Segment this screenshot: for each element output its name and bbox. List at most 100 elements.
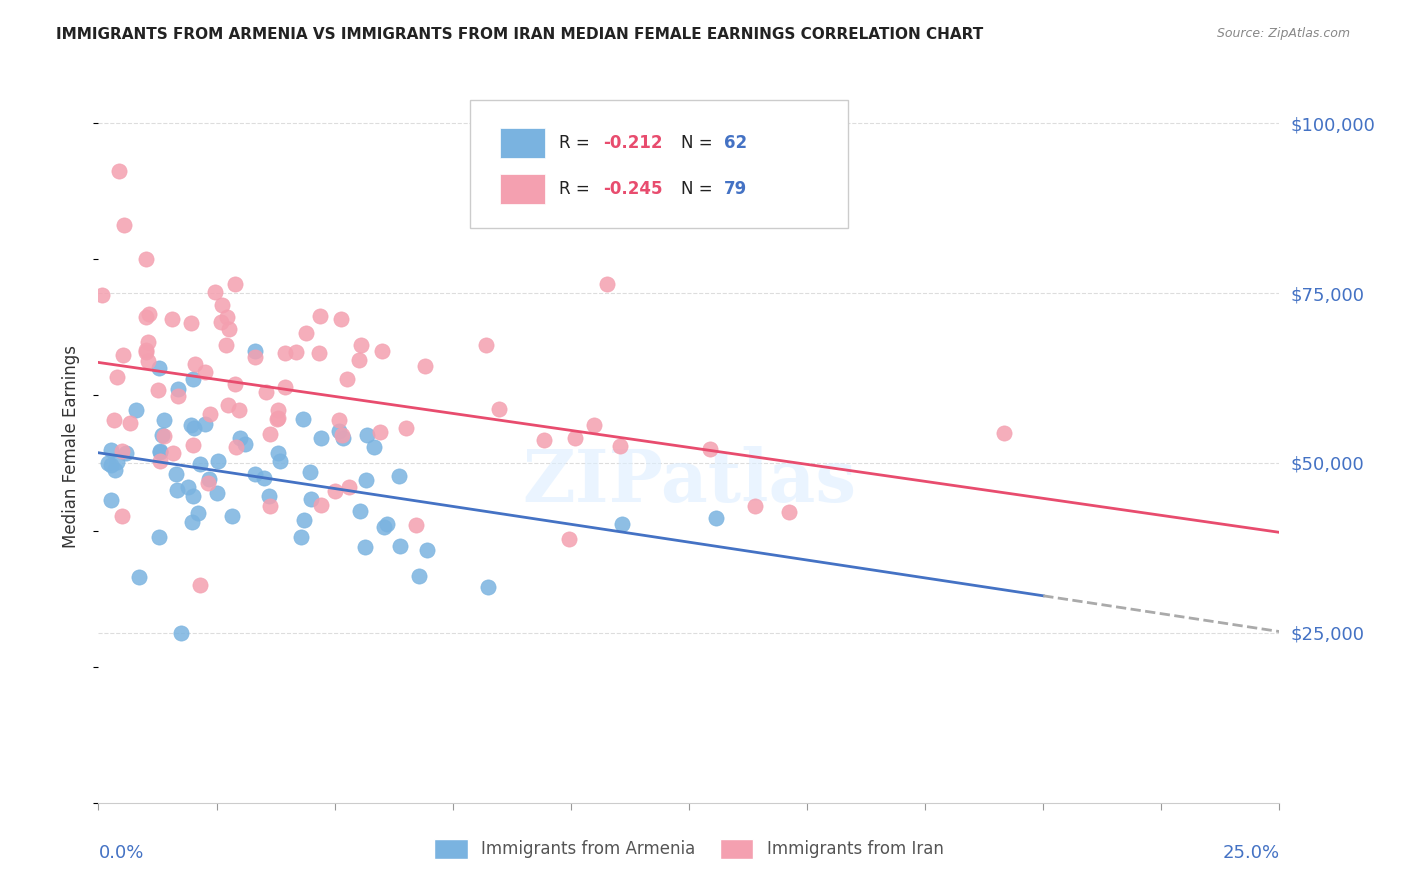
Point xyxy=(308,345,330,359)
Point xyxy=(243,350,266,364)
Point xyxy=(148,531,170,545)
Point xyxy=(183,420,205,434)
Point xyxy=(107,369,129,384)
Point xyxy=(328,413,350,427)
Point xyxy=(181,372,204,386)
Text: ZIPatlas: ZIPatlas xyxy=(522,446,856,517)
Bar xyxy=(501,128,546,158)
Point xyxy=(162,446,184,460)
Point xyxy=(198,472,221,486)
Point xyxy=(564,431,586,445)
Text: R =: R = xyxy=(560,180,595,198)
Point xyxy=(336,372,359,386)
Point xyxy=(184,357,207,371)
Text: IMMIGRANTS FROM ARMENIA VS IMMIGRANTS FROM IRAN MEDIAN FEMALE EARNINGS CORRELATI: IMMIGRANTS FROM ARMENIA VS IMMIGRANTS FR… xyxy=(56,27,983,42)
Point xyxy=(347,353,370,368)
Point xyxy=(225,441,247,455)
Point xyxy=(166,383,188,397)
Point xyxy=(194,417,217,432)
Text: 0.0%: 0.0% xyxy=(98,845,143,863)
Point xyxy=(135,252,157,266)
Point xyxy=(100,458,122,472)
Point xyxy=(148,361,170,376)
Text: Source: ZipAtlas.com: Source: ZipAtlas.com xyxy=(1216,27,1350,40)
Point xyxy=(699,442,721,456)
Point xyxy=(166,483,188,497)
Legend: Immigrants from Armenia, Immigrants from Iran: Immigrants from Armenia, Immigrants from… xyxy=(427,832,950,866)
Point xyxy=(354,540,377,554)
Point xyxy=(350,338,373,352)
Point xyxy=(259,499,281,513)
Point xyxy=(125,403,148,417)
Point xyxy=(118,416,141,430)
Point xyxy=(97,456,120,470)
Point xyxy=(224,377,246,392)
Point xyxy=(373,520,395,534)
Point xyxy=(108,163,131,178)
Text: 79: 79 xyxy=(724,180,748,198)
Point xyxy=(103,413,125,427)
Point xyxy=(309,499,332,513)
Point xyxy=(177,480,200,494)
Point xyxy=(160,312,183,326)
Point xyxy=(104,463,127,477)
Point xyxy=(111,444,134,458)
Point xyxy=(405,518,427,533)
Point xyxy=(135,345,157,359)
Point xyxy=(105,455,128,469)
Point xyxy=(214,338,236,352)
Point xyxy=(207,454,229,468)
Point xyxy=(211,298,233,312)
Point xyxy=(209,315,232,329)
Point xyxy=(299,465,322,479)
Point xyxy=(149,453,172,467)
Point xyxy=(294,326,316,340)
Point xyxy=(245,343,267,358)
Point xyxy=(267,411,290,425)
Text: 25.0%: 25.0% xyxy=(1222,845,1279,863)
Point xyxy=(273,346,295,360)
Point xyxy=(363,440,385,454)
Point xyxy=(292,513,315,527)
Point xyxy=(269,454,291,468)
Point xyxy=(150,428,173,442)
Point xyxy=(252,471,274,485)
Point xyxy=(188,578,211,592)
Point xyxy=(488,402,510,417)
Point xyxy=(197,475,219,490)
Point xyxy=(215,310,238,324)
Point xyxy=(356,428,378,442)
Point xyxy=(328,424,350,438)
Y-axis label: Median Female Earnings: Median Female Earnings xyxy=(62,344,80,548)
Point xyxy=(266,412,288,426)
Point xyxy=(267,403,290,417)
Point xyxy=(100,442,122,457)
Point xyxy=(135,310,157,324)
Bar xyxy=(501,174,546,204)
Point xyxy=(111,509,134,524)
Point xyxy=(135,343,157,357)
Text: -0.245: -0.245 xyxy=(603,180,662,198)
Point xyxy=(259,426,281,441)
Point xyxy=(558,532,581,546)
Point xyxy=(228,402,250,417)
Point xyxy=(221,508,243,523)
Point xyxy=(180,417,202,432)
Point xyxy=(284,344,307,359)
Point xyxy=(323,484,346,499)
Point xyxy=(138,307,160,321)
Point xyxy=(299,492,322,507)
Point xyxy=(778,505,800,519)
Point xyxy=(128,570,150,584)
Point xyxy=(224,277,246,292)
Text: R =: R = xyxy=(560,134,595,152)
Point xyxy=(395,421,418,435)
Point xyxy=(181,438,204,452)
Text: -0.212: -0.212 xyxy=(603,134,662,152)
Point xyxy=(413,359,436,373)
Point xyxy=(152,428,174,442)
Point xyxy=(332,431,354,445)
Point xyxy=(229,431,252,445)
Point xyxy=(257,489,280,503)
Point xyxy=(582,417,605,432)
